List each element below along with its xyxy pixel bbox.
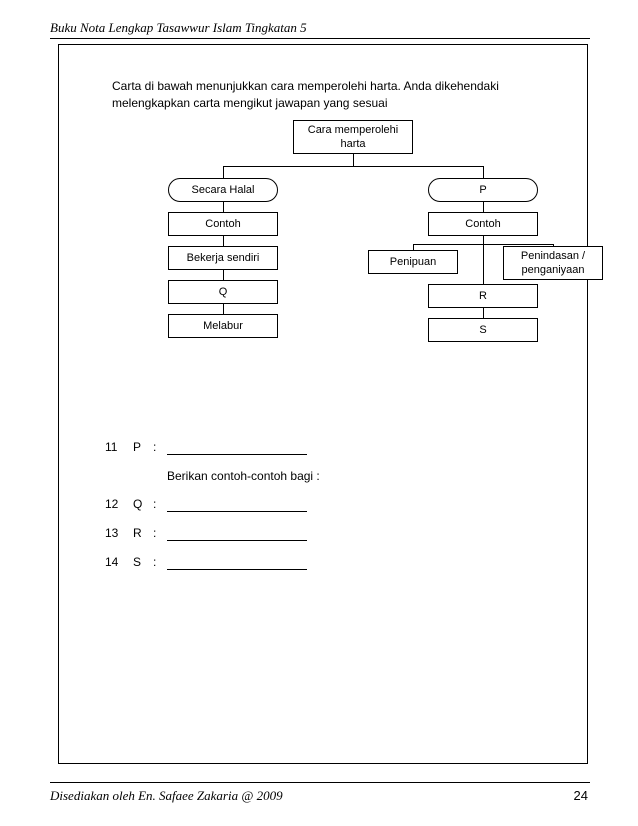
connector (483, 244, 484, 284)
flowchart-left-title: Secara Halal (168, 178, 278, 202)
connector (223, 202, 224, 212)
footer-rule (50, 782, 590, 783)
question-row: 12 Q : (105, 497, 320, 512)
page: Buku Nota Lengkap Tasawwur Islam Tingkat… (0, 0, 638, 826)
footer-right: 24 (574, 788, 588, 803)
question-row: 14 S : (105, 555, 320, 570)
q-blank (167, 497, 307, 512)
flowchart-right-item1: S (428, 318, 538, 342)
flowchart-right-pair1: Penindasan / penganiyaan (503, 246, 603, 280)
q-sep: : (153, 555, 167, 570)
q-num: 11 (105, 440, 133, 455)
q-blank (167, 526, 307, 541)
flowchart-right-pair0: Penipuan (368, 250, 458, 274)
flowchart-right-contoh: Contoh (428, 212, 538, 236)
connector (353, 154, 354, 166)
connector (223, 236, 224, 246)
flowchart-left-item0: Bekerja sendiri (168, 246, 278, 270)
header-text: Buku Nota Lengkap Tasawwur Islam Tingkat… (50, 20, 307, 36)
question-row: 13 R : (105, 526, 320, 541)
questions-block: 11 P : Berikan contoh-contoh bagi : 12 Q… (105, 440, 320, 584)
q-sep: : (153, 440, 167, 455)
flowchart-left-item2: Melabur (168, 314, 278, 338)
q-num: 12 (105, 497, 133, 512)
question-row: 11 P : (105, 440, 320, 455)
footer-left: Disediakan oleh En. Safaee Zakaria @ 200… (50, 788, 283, 804)
q-blank (167, 440, 307, 455)
q-letter: Q (133, 497, 153, 512)
q-sub: Berikan contoh-contoh bagi : (167, 469, 320, 483)
flowchart-right-item0: R (428, 284, 538, 308)
q-sep: : (153, 497, 167, 512)
connector (483, 202, 484, 212)
q-letter: S (133, 555, 153, 570)
connector (483, 166, 484, 178)
connector (223, 166, 224, 178)
q-num: 14 (105, 555, 133, 570)
connector (483, 236, 484, 244)
connector (483, 308, 484, 318)
header-rule (50, 38, 590, 39)
flowchart-left-item1: Q (168, 280, 278, 304)
flowchart-root: Cara memperolehi harta (293, 120, 413, 154)
instruction-text: Carta di bawah menunjukkan cara memperol… (112, 78, 552, 112)
q-num: 13 (105, 526, 133, 541)
q-sep: : (153, 526, 167, 541)
connector (223, 304, 224, 314)
connector (223, 166, 483, 167)
connector (223, 270, 224, 280)
flowchart-left-contoh: Contoh (168, 212, 278, 236)
q-letter: R (133, 526, 153, 541)
q-blank (167, 555, 307, 570)
flowchart: Cara memperolehi harta Secara Halal Cont… (58, 120, 588, 400)
q-letter: P (133, 440, 153, 455)
flowchart-right-title: P (428, 178, 538, 202)
